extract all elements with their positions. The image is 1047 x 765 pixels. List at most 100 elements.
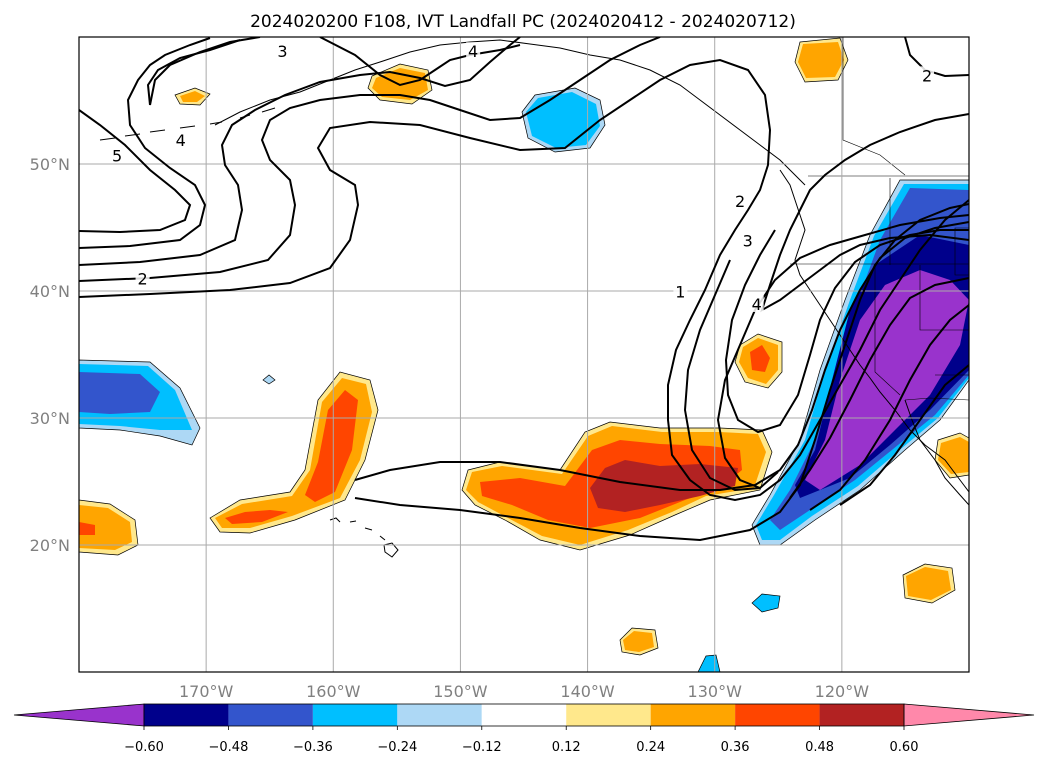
contour-label-bg-2 xyxy=(173,131,188,149)
us-mexico-border xyxy=(904,397,969,401)
colorbar-tick-label-8: 0.48 xyxy=(805,740,834,755)
positive-anomaly-far-west-red xyxy=(79,522,95,535)
lon-tick-label-0: 170°W xyxy=(179,682,234,701)
contour-5-west xyxy=(79,37,211,249)
contour-4-east xyxy=(760,209,969,313)
contour-label-bg-9 xyxy=(749,294,764,312)
longitude-labels: 170°W 160°W 150°W 140°W 130°W 120°W xyxy=(179,682,869,701)
contour-label-7: 3 xyxy=(743,231,753,250)
colorbar-segment-1 xyxy=(228,704,313,726)
figure-title: 2024020200 F108, IVT Landfall PC (202402… xyxy=(250,12,796,32)
colorbar-tick-label-0: −0.60 xyxy=(124,740,164,755)
colorbar-tick-label-9: 0.60 xyxy=(890,740,919,755)
colorbar-segment-3 xyxy=(397,704,482,726)
contour-label-9: 4 xyxy=(752,295,762,314)
contour-ne xyxy=(799,113,969,211)
colorbar-tick-label-6: 0.24 xyxy=(636,740,665,755)
latitude-labels: 20°N 30°N 40°N 50°N xyxy=(30,155,70,555)
colorbar-segment-7 xyxy=(735,704,820,726)
colorbar-segment-8 xyxy=(819,704,904,726)
contour-4-north xyxy=(319,37,521,87)
colorbar-segment-4 xyxy=(481,704,567,726)
colorbar-tick-label-2: −0.36 xyxy=(293,740,333,755)
bc-coast xyxy=(779,169,969,493)
lat-tick-label-2: 40°N xyxy=(30,282,70,301)
colorbar-tick-label-5: 0.12 xyxy=(552,740,581,755)
contour-2-east xyxy=(354,221,969,491)
contour-6-west xyxy=(79,109,192,234)
colorbar-segment-5 xyxy=(566,704,651,726)
contour-label-2: 4 xyxy=(176,131,186,150)
contour-label-bg-3 xyxy=(110,146,125,164)
contour-3-north xyxy=(149,37,261,106)
contour-3-west xyxy=(79,37,661,282)
colorbar-segment-0 xyxy=(144,704,229,726)
positive-anomaly-small-nw-orange xyxy=(180,91,205,102)
colorbar-tick-label-4: −0.12 xyxy=(462,740,502,755)
contour-label-5: 2 xyxy=(922,66,932,85)
colorbar-extend-low xyxy=(13,703,145,727)
lon-tick-label-4: 130°W xyxy=(688,682,743,701)
contour-label-bg-6 xyxy=(733,192,748,210)
positive-anomaly-offshore-red xyxy=(750,345,770,372)
contour-5-loop xyxy=(146,39,241,106)
contour-e-inner-3 xyxy=(839,364,969,506)
colorbar-segment-6 xyxy=(650,704,736,726)
contour-label-bg-5 xyxy=(920,66,935,84)
contour-label-6: 2 xyxy=(735,192,745,211)
hawaii-islands xyxy=(329,517,399,558)
contour-2-west xyxy=(79,58,969,502)
lat-tick-label-3: 50°N xyxy=(30,155,70,174)
aleutian-islands xyxy=(99,107,276,141)
contour-label-bg-7 xyxy=(740,231,755,249)
contour-label-bg-1 xyxy=(466,42,481,60)
contour-e-inner-1 xyxy=(789,277,969,499)
negative-anomaly-east-core xyxy=(805,270,969,490)
alaska-canada-border xyxy=(842,37,906,176)
contour-label-bg-4 xyxy=(135,269,150,287)
contour-label-bg-0 xyxy=(275,42,290,60)
ivt-contours xyxy=(79,37,969,542)
contour-labels: 3 4 4 5 2 2 2 3 1 4 xyxy=(110,42,935,314)
map-border xyxy=(78,36,970,673)
colorbar-tick-label-7: 0.36 xyxy=(721,740,750,755)
positive-anomaly-small-south-orange xyxy=(623,631,654,652)
political-borders xyxy=(790,37,969,401)
colorbar-segment-2 xyxy=(312,704,398,726)
lon-tick-label-2: 150°W xyxy=(433,682,488,701)
contour-label-0: 3 xyxy=(277,42,287,61)
lat-tick-label-0: 20°N xyxy=(30,536,70,555)
negative-anomaly-west-core xyxy=(79,372,160,414)
contour-e-inner-2 xyxy=(809,304,969,511)
lat-tick-label-1: 30°N xyxy=(30,409,70,428)
contour-label-3: 5 xyxy=(112,146,122,165)
positive-anomaly-far-west-orange xyxy=(79,505,132,550)
colorbar-tick-label-3: −0.24 xyxy=(377,740,417,755)
baja-coast xyxy=(904,399,969,506)
positive-anomaly-streak-red-tail xyxy=(225,510,288,524)
negative-anomaly-tiny xyxy=(262,374,276,385)
lon-tick-label-3: 140°W xyxy=(560,682,615,701)
colorbar-outline xyxy=(143,703,905,727)
contour-label-bg-8 xyxy=(673,282,688,300)
lon-tick-label-1: 160°W xyxy=(306,682,361,701)
ivt-shading xyxy=(79,37,969,672)
state-borders xyxy=(790,178,969,396)
colorbar-tick-label-1: −0.48 xyxy=(209,740,249,755)
lon-tick-label-5: 120°W xyxy=(815,682,870,701)
map-panel xyxy=(79,37,969,672)
contour-label-1: 4 xyxy=(468,42,478,61)
positive-anomaly-north-orange xyxy=(798,42,844,78)
map-content: 3 4 4 5 2 2 2 3 1 4 xyxy=(79,37,969,672)
colorbar: −0.60 −0.48 −0.36 −0.24 −0.12 0.12 0.24 0.36 0.4… xyxy=(13,703,1035,755)
contour-label-8: 1 xyxy=(675,282,685,301)
negative-anomaly-south xyxy=(751,593,781,613)
positive-anomaly-southeast-orange xyxy=(906,567,951,600)
contour-3-east xyxy=(724,229,969,434)
contour-4-west xyxy=(79,37,521,266)
colorbar-extend-high xyxy=(903,703,1035,727)
positive-anomaly-baja-orange xyxy=(938,437,969,474)
positive-anomaly-main-core xyxy=(590,460,738,512)
contour-label-4: 2 xyxy=(137,270,147,289)
